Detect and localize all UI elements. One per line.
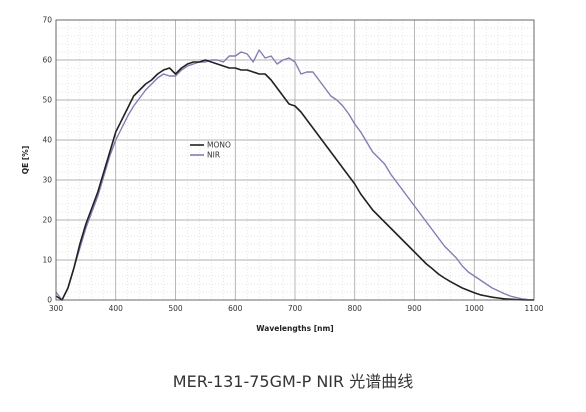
series-layer xyxy=(55,49,535,301)
x-tick-label: 1000 xyxy=(465,304,484,313)
x-axis-title: Wavelengths [nm] xyxy=(256,324,333,333)
y-tick-label: 10 xyxy=(42,256,52,265)
y-axis-title: QE [%] xyxy=(21,146,30,174)
y-tick-label: 60 xyxy=(42,56,52,65)
y-tick-labels: 0 10 20 30 40 50 60 70 xyxy=(42,16,52,305)
chart-caption: MER-131-75GM-P NIR 光谱曲线 xyxy=(172,372,414,391)
y-tick-label: 0 xyxy=(47,296,52,305)
x-tick-label: 300 xyxy=(49,304,64,313)
y-tick-label: 40 xyxy=(42,136,52,145)
x-tick-label: 500 xyxy=(168,304,183,313)
legend-label-nir: NIR xyxy=(207,151,220,160)
plot-frame xyxy=(55,19,535,301)
legend-label-mono: MONO xyxy=(207,141,231,150)
x-tick-labels: 300 400 500 600 700 800 900 1000 1100 xyxy=(49,304,544,313)
y-tick-label: 30 xyxy=(42,176,52,185)
y-tick-label: 50 xyxy=(42,96,52,105)
series-line-mono xyxy=(55,59,534,301)
series-line-nir xyxy=(55,49,535,301)
y-tick-label: 70 xyxy=(42,16,52,25)
x-tick-label: 800 xyxy=(348,304,363,313)
x-tick-label: 700 xyxy=(288,304,303,313)
x-tick-label: 400 xyxy=(109,304,124,313)
qe-chart: 300 400 500 600 700 800 900 1000 1100 0 10 20 30 40 5… xyxy=(21,16,544,334)
y-tick-label: 20 xyxy=(42,216,52,225)
x-tick-label: 600 xyxy=(228,304,243,313)
x-tick-label: 900 xyxy=(407,304,422,313)
x-tick-label: 1100 xyxy=(524,304,543,313)
